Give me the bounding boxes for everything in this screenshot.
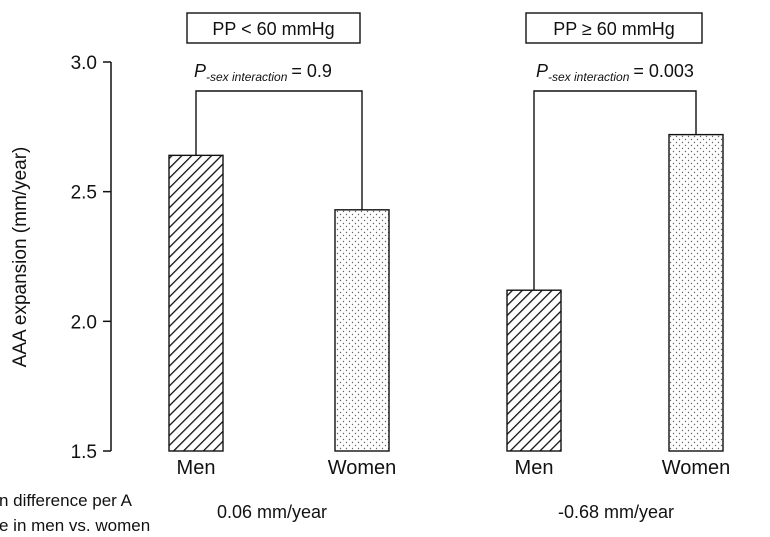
bar-women: [334, 209, 390, 452]
category-label: Women: [662, 457, 731, 479]
group-0: PP < 60 mmHg Men Women P-sex interaction = 0…: [168, 12, 397, 522]
category-label: Men: [177, 457, 216, 479]
y-tick-label-0: 1.5: [71, 442, 97, 463]
bar-groups: PP < 60 mmHg Men Women P-sex interaction = 0…: [168, 12, 731, 522]
y-tick-label-2: 2.5: [71, 183, 97, 204]
y-ticks: 1.5 2.0 2.5 3.0: [71, 53, 111, 463]
group-header-label: PP ≥ 60 mmHg: [553, 19, 675, 39]
difference-value: -0.68 mm/year: [558, 502, 674, 522]
category-label: Men: [515, 457, 554, 479]
group-1: PP ≥ 60 mmHg Men Women P-sex interaction = 0…: [506, 12, 731, 522]
difference-value: 0.06 mm/year: [217, 502, 327, 522]
y-tick-label-3: 3.0: [71, 53, 97, 74]
y-tick-label-1: 2.0: [71, 312, 97, 333]
group-header-box: [186, 12, 361, 44]
row-label-line-1: n difference per A: [0, 491, 133, 510]
group-header-label: PP < 60 mmHg: [212, 19, 334, 39]
p-value-label: P-sex interaction = 0.9: [194, 61, 332, 84]
bar-men: [168, 154, 224, 452]
row-label-line-2: e in men vs. women: [0, 516, 150, 535]
significance-bracket: [195, 90, 363, 210]
category-label: Women: [328, 457, 397, 479]
p-value-label: P-sex interaction = 0.003: [536, 61, 694, 84]
group-header-box: [525, 12, 703, 44]
bar-women: [668, 133, 724, 452]
y-axis-label: AAA expansion (mm/year): [10, 147, 31, 368]
bar-men: [506, 289, 562, 452]
significance-bracket: [533, 90, 697, 291]
